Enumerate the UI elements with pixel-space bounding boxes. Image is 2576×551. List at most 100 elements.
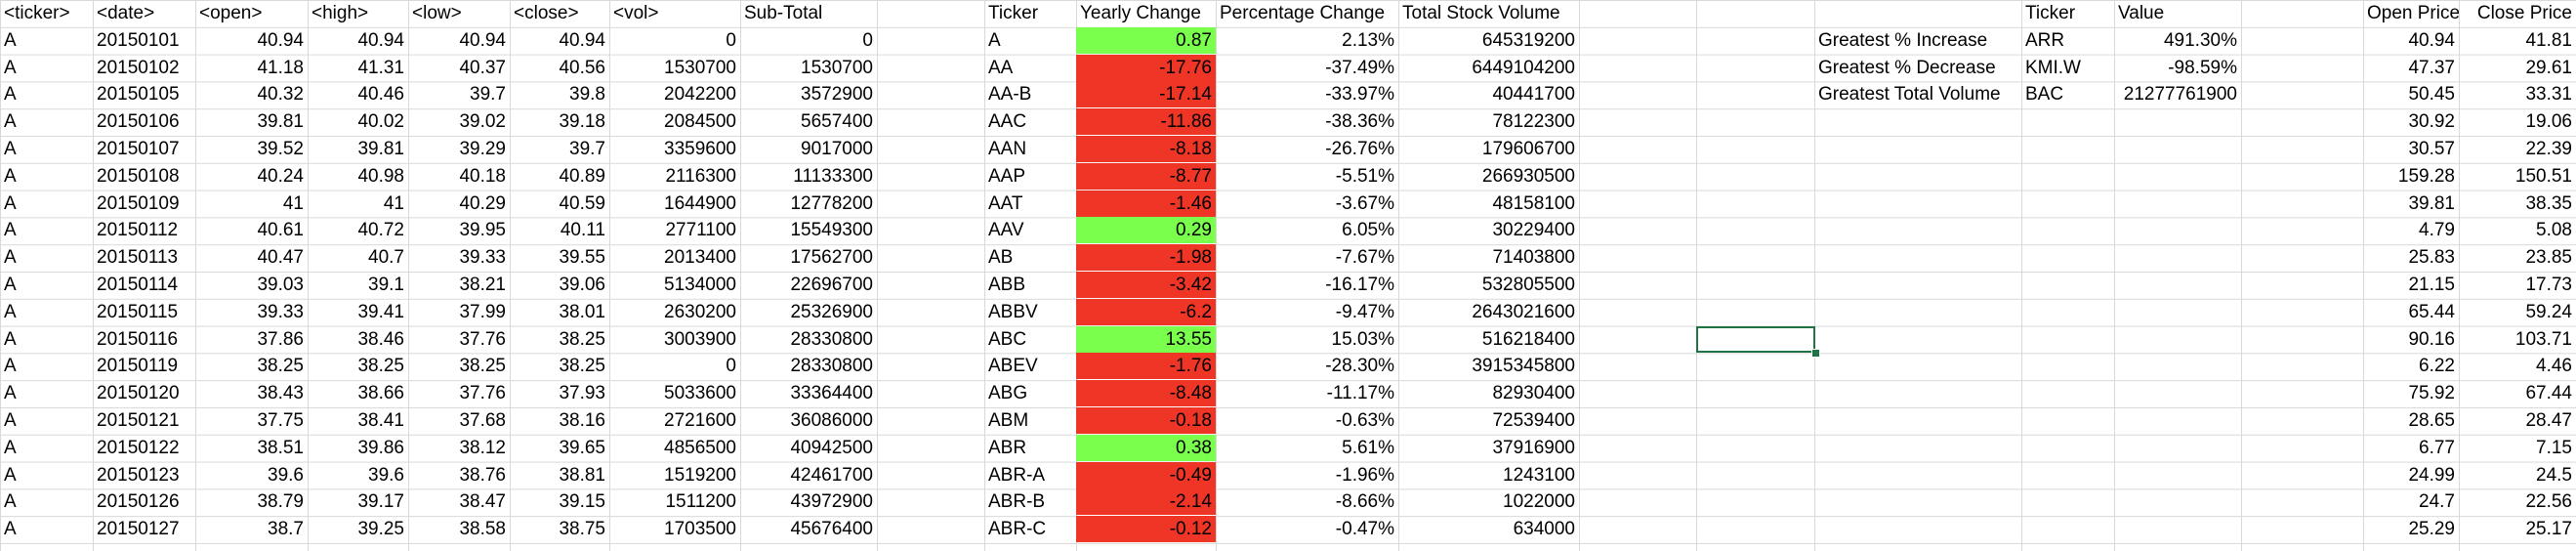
data-cell[interactable]: A <box>4 519 17 540</box>
summary-cell[interactable]: 2643021600 <box>1472 301 1575 322</box>
summary-cell[interactable]: 48158100 <box>1492 192 1575 214</box>
greatest-value-cell[interactable]: 21277761900 <box>2123 84 2237 106</box>
data-cell[interactable]: 40.7 <box>368 247 404 269</box>
data-cell[interactable]: 39.1 <box>368 275 404 295</box>
header-cell[interactable]: Sub-Total <box>744 3 823 23</box>
greatest-ticker-cell[interactable]: KMI.W <box>2025 57 2081 78</box>
yearly-change-cell[interactable]: -17.76 <box>1076 54 1216 81</box>
close-price-cell[interactable]: 150.51 <box>2514 165 2572 187</box>
summary-cell[interactable]: AA <box>988 57 1014 78</box>
data-cell[interactable]: 20150108 <box>97 165 180 187</box>
summary-cell[interactable]: 6449104200 <box>1472 57 1575 78</box>
data-cell[interactable]: 37.75 <box>257 410 304 431</box>
data-cell[interactable]: 22696700 <box>790 275 873 295</box>
data-cell[interactable]: 45676400 <box>790 519 873 540</box>
open-price-cell[interactable]: 21.15 <box>2408 275 2455 295</box>
close-price-cell[interactable]: 67.44 <box>2525 383 2572 404</box>
open-price-cell[interactable]: 50.45 <box>2408 84 2455 106</box>
yearly-change-cell[interactable]: -0.49 <box>1076 461 1216 488</box>
data-cell[interactable]: 20150126 <box>97 491 180 513</box>
data-cell[interactable]: 1511200 <box>665 491 736 513</box>
close-price-cell[interactable]: 7.15 <box>2536 437 2572 458</box>
data-cell[interactable]: 38.79 <box>257 491 304 513</box>
yearly-change-cell[interactable]: -17.14 <box>1076 81 1216 108</box>
yearly-change-cell[interactable]: -8.48 <box>1076 380 1216 407</box>
data-cell[interactable]: 20150120 <box>97 383 180 404</box>
data-cell[interactable]: 38.47 <box>459 491 506 513</box>
open-price-cell[interactable]: 75.92 <box>2408 383 2455 404</box>
data-cell[interactable]: 37.68 <box>459 410 506 431</box>
summary-cell[interactable]: -38.36% <box>1325 111 1394 133</box>
greatest-ticker-cell[interactable]: ARR <box>2025 29 2065 51</box>
data-cell[interactable]: 20150105 <box>97 84 180 106</box>
data-cell[interactable]: 38.81 <box>559 464 605 486</box>
data-cell[interactable]: 33364400 <box>790 383 873 404</box>
data-cell[interactable]: 40.59 <box>559 192 605 214</box>
data-cell[interactable]: 5033600 <box>664 383 736 404</box>
data-cell[interactable]: 39.95 <box>459 220 506 241</box>
close-price-cell[interactable]: 24.5 <box>2536 464 2572 486</box>
summary-cell[interactable]: 645319200 <box>1481 29 1575 51</box>
summary-cell[interactable]: -8.66% <box>1335 491 1394 513</box>
summary-cell[interactable]: 72539400 <box>1492 410 1575 431</box>
data-cell[interactable]: 38.12 <box>459 437 506 458</box>
close-price-cell[interactable]: 41.81 <box>2525 29 2572 51</box>
greatest-ticker-cell[interactable]: BAC <box>2025 84 2064 106</box>
yearly-change-cell[interactable]: -11.86 <box>1076 108 1216 136</box>
close-price-cell[interactable]: 103.71 <box>2514 328 2572 350</box>
greatest-value-cell[interactable]: 491.30% <box>2163 29 2237 51</box>
data-cell[interactable]: 40.72 <box>357 220 404 241</box>
data-cell[interactable]: A <box>4 464 17 486</box>
data-cell[interactable]: 2771100 <box>665 220 736 241</box>
data-cell[interactable]: 38.25 <box>559 328 605 350</box>
summary-cell[interactable]: -16.17% <box>1325 275 1394 295</box>
data-cell[interactable]: 38.46 <box>357 328 404 350</box>
data-cell[interactable]: 38.01 <box>559 301 605 322</box>
data-cell[interactable]: A <box>4 328 17 350</box>
data-cell[interactable]: 39.7 <box>470 84 506 106</box>
data-cell[interactable]: 2013400 <box>664 247 736 269</box>
data-cell[interactable]: 4856500 <box>664 437 736 458</box>
yearly-change-cell[interactable]: -1.46 <box>1076 190 1216 217</box>
data-cell[interactable]: 1703500 <box>664 519 736 540</box>
summary-cell[interactable]: 5.61% <box>1342 437 1394 458</box>
data-cell[interactable]: 41.31 <box>357 57 404 78</box>
data-cell[interactable]: 40.56 <box>559 57 605 78</box>
data-cell[interactable]: 40.94 <box>257 29 304 51</box>
data-cell[interactable]: 38.25 <box>257 356 304 377</box>
summary-cell[interactable]: -0.47% <box>1335 519 1394 540</box>
data-cell[interactable]: A <box>4 139 17 159</box>
open-price-cell[interactable]: 6.22 <box>2419 356 2455 377</box>
summary-cell[interactable]: ABR <box>988 437 1027 458</box>
data-cell[interactable]: 2116300 <box>665 165 736 187</box>
data-cell[interactable]: 0 <box>862 29 873 51</box>
summary-cell[interactable]: ABM <box>988 410 1029 431</box>
data-cell[interactable]: 37.93 <box>559 383 605 404</box>
data-cell[interactable]: 39.86 <box>357 437 404 458</box>
data-cell[interactable]: 43972900 <box>790 491 873 513</box>
data-cell[interactable]: A <box>4 247 17 269</box>
data-cell[interactable]: 40.02 <box>357 111 404 133</box>
open-price-cell[interactable]: 25.83 <box>2408 247 2455 269</box>
summary-cell[interactable]: 30229400 <box>1492 220 1575 241</box>
data-cell[interactable]: 1519200 <box>664 464 736 486</box>
header-cell[interactable]: <date> <box>97 3 155 23</box>
data-cell[interactable]: 39.6 <box>268 464 304 486</box>
data-cell[interactable]: 38.75 <box>559 519 605 540</box>
data-cell[interactable]: A <box>4 437 17 458</box>
data-cell[interactable]: 39.29 <box>459 139 506 159</box>
data-cell[interactable]: A <box>4 491 17 513</box>
data-cell[interactable]: 40.47 <box>257 247 304 269</box>
data-cell[interactable]: 40.46 <box>357 84 404 106</box>
yearly-change-cell[interactable]: 0.29 <box>1076 217 1216 244</box>
data-cell[interactable]: 38.41 <box>357 410 404 431</box>
data-cell[interactable]: 39.7 <box>569 139 605 159</box>
summary-cell[interactable]: -37.49% <box>1325 57 1394 78</box>
yearly-change-cell[interactable]: -1.98 <box>1076 244 1216 272</box>
summary-cell[interactable]: 78122300 <box>1492 111 1575 133</box>
yearly-change-cell[interactable]: 13.55 <box>1076 325 1216 353</box>
data-cell[interactable]: 12778200 <box>790 192 873 214</box>
data-cell[interactable]: 0 <box>726 356 736 377</box>
data-cell[interactable]: 20150113 <box>97 247 179 269</box>
